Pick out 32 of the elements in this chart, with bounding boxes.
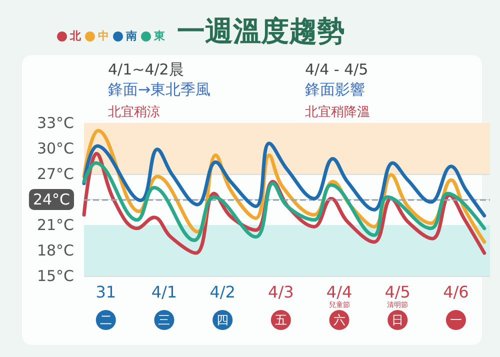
text: 二	[100, 313, 112, 327]
text: 4/1~4/2晨	[108, 60, 184, 78]
text: 北宜稍降溫	[305, 104, 370, 120]
legend-label: 南	[125, 30, 137, 42]
text: 一	[450, 313, 462, 327]
x-tick-label: 4/1	[151, 282, 178, 302]
text: 4/4 - 4/5	[305, 60, 368, 78]
text: 五	[274, 313, 287, 327]
text: 四	[216, 313, 229, 327]
x-tick-label: 31	[96, 282, 116, 302]
y-tick-label: 15°C	[36, 267, 74, 285]
x-tick-label: 4/6	[443, 282, 469, 302]
legend-label: 中	[98, 30, 109, 42]
x-tick-label: 4/4	[326, 282, 352, 302]
legend-label: 東	[153, 30, 166, 42]
text: 三	[158, 313, 170, 327]
x-tick-label: 4/3	[268, 282, 294, 302]
x-tick-label: 4/2	[210, 282, 236, 302]
y-tick-label: 18°C	[36, 242, 74, 260]
text: 六	[333, 313, 346, 327]
legend-label: 北	[69, 30, 82, 42]
y-tick-label: 33°C	[36, 114, 74, 132]
text: 北宜稍涼	[108, 104, 160, 120]
text: 日	[392, 313, 404, 327]
y-tick-label: 24°C	[32, 190, 70, 208]
chart-title: 一週溫度趨勢	[177, 14, 345, 48]
text: 鋒面影響	[305, 80, 365, 98]
y-tick-label: 30°C	[36, 140, 74, 158]
y-tick-label: 21°C	[36, 216, 74, 234]
x-tick-label: 4/5	[384, 282, 410, 302]
text: 鋒面→東北季風	[108, 80, 211, 98]
y-tick-label: 27°C	[36, 165, 74, 183]
